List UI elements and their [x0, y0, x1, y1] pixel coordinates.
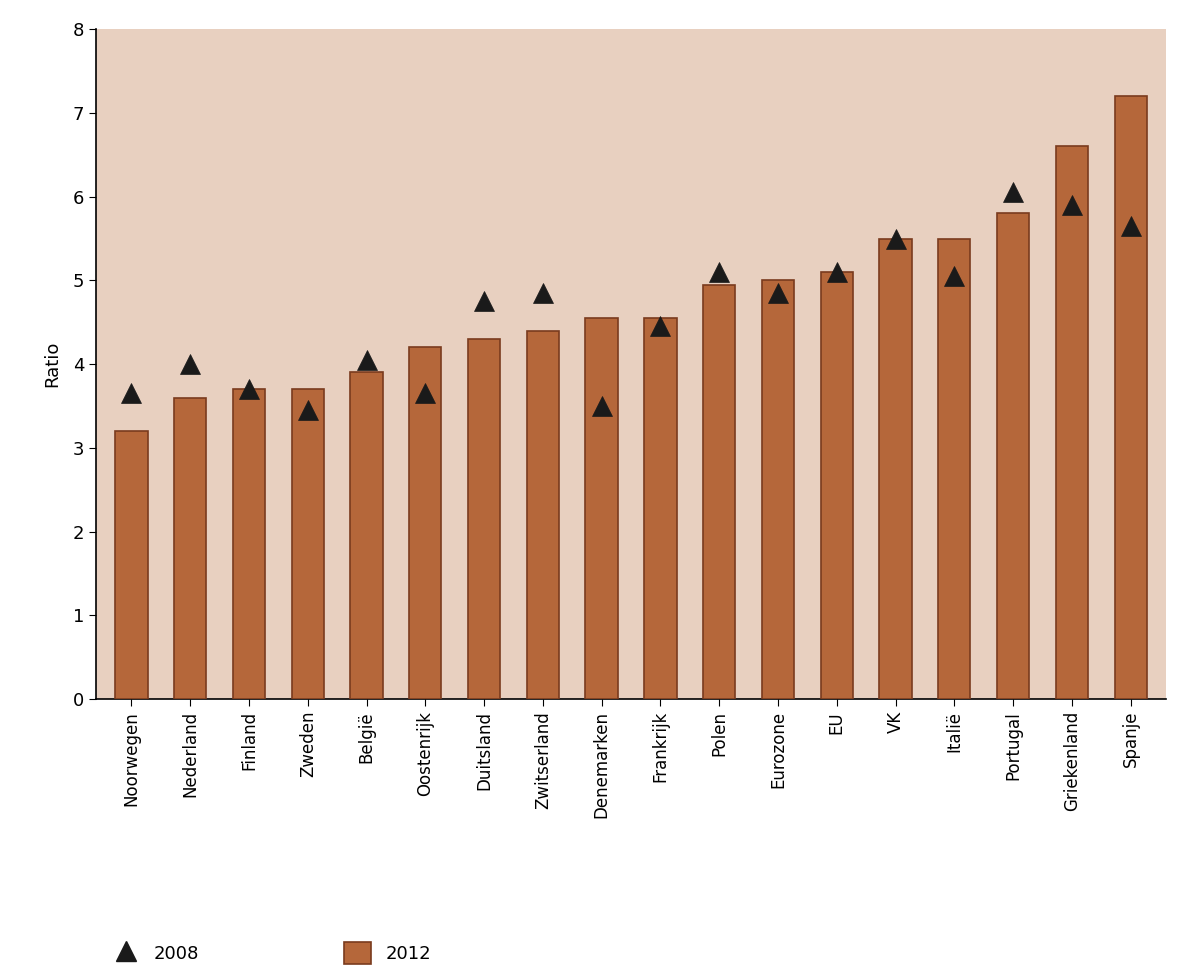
- Bar: [880, 239, 912, 699]
- Bar: [939, 239, 970, 699]
- Y-axis label: Ratio: Ratio: [43, 341, 61, 387]
- Bar: [526, 330, 559, 699]
- Bar: [644, 318, 677, 699]
- Bar: [115, 431, 148, 699]
- Bar: [174, 397, 207, 699]
- Bar: [233, 389, 266, 699]
- Bar: [585, 318, 618, 699]
- Bar: [1114, 96, 1147, 699]
- Bar: [821, 272, 853, 699]
- Bar: [350, 373, 382, 699]
- Bar: [703, 285, 736, 699]
- Legend: 2008, 2012: 2008, 2012: [106, 935, 439, 971]
- Bar: [1055, 147, 1088, 699]
- Bar: [292, 389, 323, 699]
- Bar: [468, 339, 500, 699]
- Bar: [996, 214, 1029, 699]
- Bar: [762, 281, 795, 699]
- Bar: [409, 348, 441, 699]
